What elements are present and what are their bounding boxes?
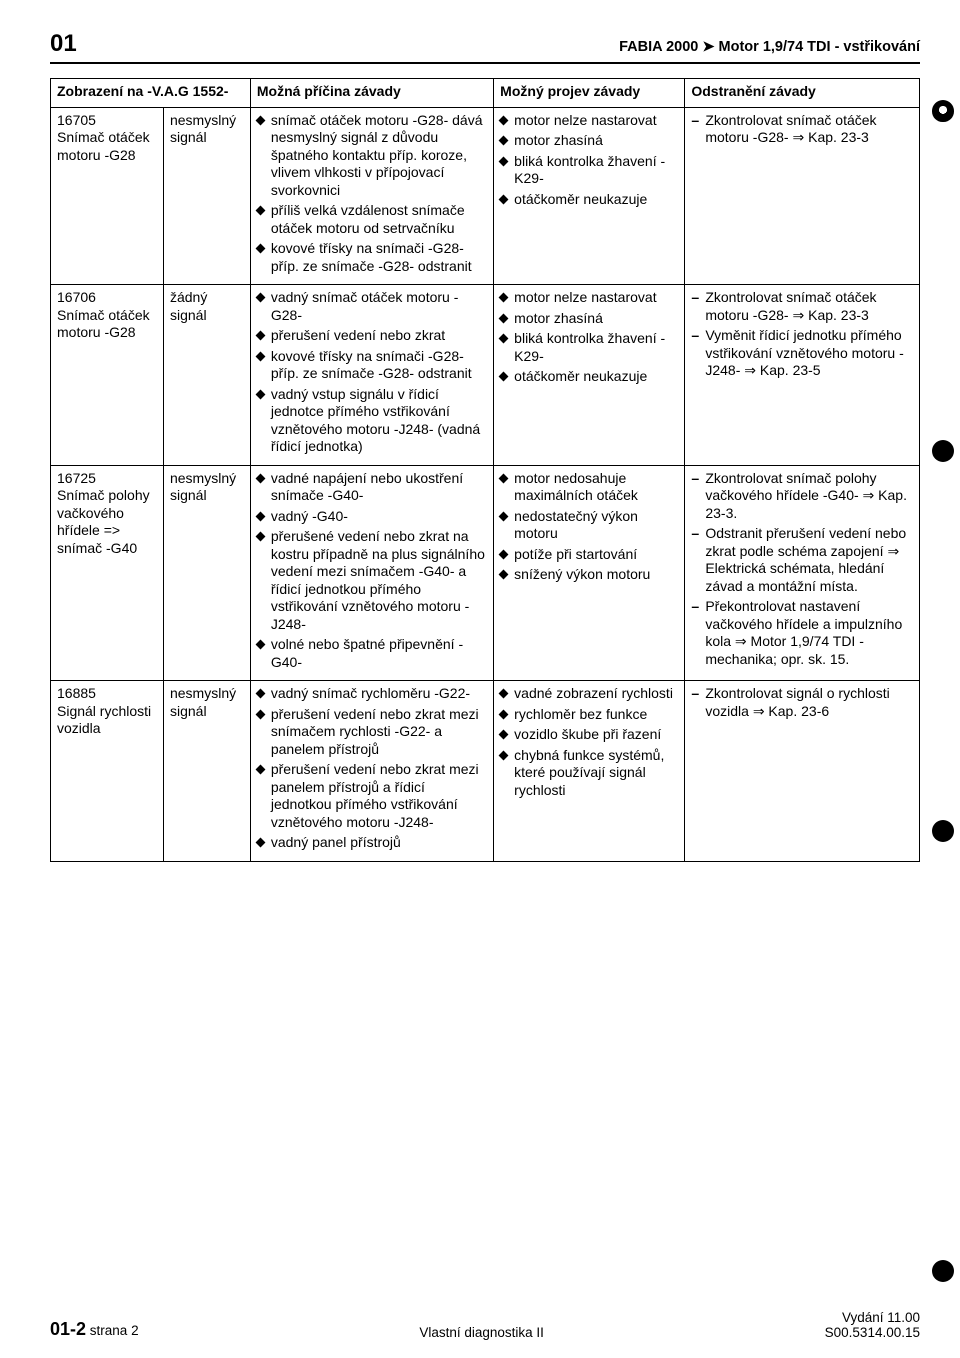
list-item: snížený výkon motoru [500, 566, 678, 584]
list-item: kovové třísky na snímači -G28- příp. ze … [257, 240, 487, 275]
header-title: FABIA 2000 ➤ Motor 1,9/74 TDI - vstřikov… [619, 39, 920, 55]
list-item: Zkontrolovat snímač otáček motoru -G28- … [691, 289, 913, 324]
list-item: bliká kontrolka žhavení -K29- [500, 153, 678, 188]
cell-signal: nesmyslný signál [163, 107, 250, 285]
list-item: potíže při startování [500, 546, 678, 564]
footer-docnum: S00.5314.00.15 [825, 1325, 920, 1340]
table-row: 16705 Snímač otáček motoru -G28nesmyslný… [51, 107, 920, 285]
list-item: příliš velká vzdálenost snímače otáček m… [257, 202, 487, 237]
cell-code: 16705 Snímač otáček motoru -G28 [51, 107, 164, 285]
list-item: nedostatečný výkon motoru [500, 508, 678, 543]
list-item: snímač otáček motoru -G28- dává nesmysln… [257, 112, 487, 200]
cell-signal: žádný signál [163, 285, 250, 466]
page: 01 FABIA 2000 ➤ Motor 1,9/74 TDI - vstři… [0, 0, 960, 1358]
list-item: Zkontrolovat signál o rychlosti vozidla … [691, 685, 913, 720]
diagnostic-table: Zobrazení na -V.A.G 1552- Možná příčina … [50, 78, 920, 862]
list-item: vadné zobrazení rychlosti [500, 685, 678, 703]
cell-signal: nesmyslný signál [163, 681, 250, 862]
col-header-symptom: Možný projev závady [494, 79, 685, 108]
footer-right: Vydání 11.00 S00.5314.00.15 [825, 1310, 920, 1340]
list-item: Vyměnit řídicí jednotku přímého vstřikov… [691, 327, 913, 380]
cell-symptom: motor nelze nastarovat motor zhasíná bliká… [494, 107, 685, 285]
cell-fix: Zkontrolovat snímač otáček motoru -G28- … [685, 285, 920, 466]
footer-edition: Vydání 11.00 [825, 1310, 920, 1325]
cell-symptom: motor nedosahuje maximálních otáčeknedos… [494, 465, 685, 681]
cell-cause: vadný snímač otáček motoru -G28- přerušen… [250, 285, 493, 466]
punch-hole [932, 1260, 954, 1282]
list-item: Zkontrolovat snímač otáček motoru -G28- … [691, 112, 913, 147]
col-header-fix: Odstranění závady [685, 79, 920, 108]
list-item: motor nedosahuje maximálních otáček [500, 470, 678, 505]
footer-page-label: strana 2 [90, 1323, 139, 1338]
cell-symptom: vadné zobrazení rychlosti rychloměr bez f… [494, 681, 685, 862]
list-item: vadný snímač rychloměru -G22- [257, 685, 487, 703]
list-item: otáčkoměr neukazuje [500, 191, 678, 209]
cell-cause: snímač otáček motoru -G28- dává nesmysln… [250, 107, 493, 285]
chapter-number: 01 [50, 30, 77, 58]
footer-left: 01-2 strana 2 [50, 1319, 139, 1340]
list-item: motor nelze nastarovat [500, 112, 678, 130]
list-item: Zkontrolovat snímač polohy vačkového hří… [691, 470, 913, 523]
cell-cause: vadný snímač rychloměru -G22- přerušení v… [250, 681, 493, 862]
list-item: vadný panel přístrojů [257, 834, 487, 852]
cell-fix: Zkontrolovat snímač polohy vačkového hří… [685, 465, 920, 681]
cell-symptom: motor nelze nastarovat motor zhasíná bliká… [494, 285, 685, 466]
page-footer: 01-2 strana 2 Vlastní diagnostika II Vyd… [50, 1310, 920, 1340]
list-item: Odstranit přerušení vedení nebo zkrat po… [691, 525, 913, 595]
punch-hole [932, 440, 954, 462]
list-item: přerušení vedení nebo zkrat mezi panelem… [257, 761, 487, 831]
list-item: Překontrolovat nastavení vačkového hříde… [691, 598, 913, 668]
list-item: vadný vstup signálu v řídicí jednotce př… [257, 386, 487, 456]
list-item: přerušení vedení nebo zkrat mezi snímače… [257, 706, 487, 759]
list-item: kovové třísky na snímači -G28- příp. ze … [257, 348, 487, 383]
cell-fix: Zkontrolovat signál o rychlosti vozidla … [685, 681, 920, 862]
cell-signal: nesmyslný signál [163, 465, 250, 681]
list-item: bliká kontrolka žhavení -K29- [500, 330, 678, 365]
list-item: chybná funkce systémů, které používají s… [500, 747, 678, 800]
list-item: vadné napájení nebo ukostření snímače -G… [257, 470, 487, 505]
list-item: otáčkoměr neukazuje [500, 368, 678, 386]
cell-cause: vadné napájení nebo ukostření snímače -G… [250, 465, 493, 681]
cell-code: 16885 Signál rychlosti vozidla [51, 681, 164, 862]
cell-fix: Zkontrolovat snímač otáček motoru -G28- … [685, 107, 920, 285]
list-item: volné nebo špatné připevnění -G40- [257, 636, 487, 671]
list-item: vadný -G40- [257, 508, 487, 526]
footer-page-code: 01-2 [50, 1319, 86, 1339]
table-row: 16725 Snímač polohy vačkového hřídele =>… [51, 465, 920, 681]
cell-code: 16706 Snímač otáček motoru -G28 [51, 285, 164, 466]
list-item: motor zhasíná [500, 310, 678, 328]
list-item: přerušení vedení nebo zkrat [257, 327, 487, 345]
list-item: přerušené vedení nebo zkrat na kostru př… [257, 528, 487, 633]
page-header: 01 FABIA 2000 ➤ Motor 1,9/74 TDI - vstři… [50, 30, 920, 64]
table-row: 16706 Snímač otáček motoru -G28žádný sig… [51, 285, 920, 466]
punch-hole [932, 100, 954, 122]
list-item: motor zhasíná [500, 132, 678, 150]
list-item: vadný snímač otáček motoru -G28- [257, 289, 487, 324]
punch-hole [932, 820, 954, 842]
table-row: 16885 Signál rychlosti vozidlanesmyslný … [51, 681, 920, 862]
footer-center: Vlastní diagnostika II [139, 1325, 825, 1340]
list-item: motor nelze nastarovat [500, 289, 678, 307]
col-header-display: Zobrazení na -V.A.G 1552- [51, 79, 251, 108]
list-item: rychloměr bez funkce [500, 706, 678, 724]
list-item: vozidlo škube při řazení [500, 726, 678, 744]
col-header-cause: Možná příčina závady [250, 79, 493, 108]
table-header-row: Zobrazení na -V.A.G 1552- Možná příčina … [51, 79, 920, 108]
cell-code: 16725 Snímač polohy vačkového hřídele =>… [51, 465, 164, 681]
